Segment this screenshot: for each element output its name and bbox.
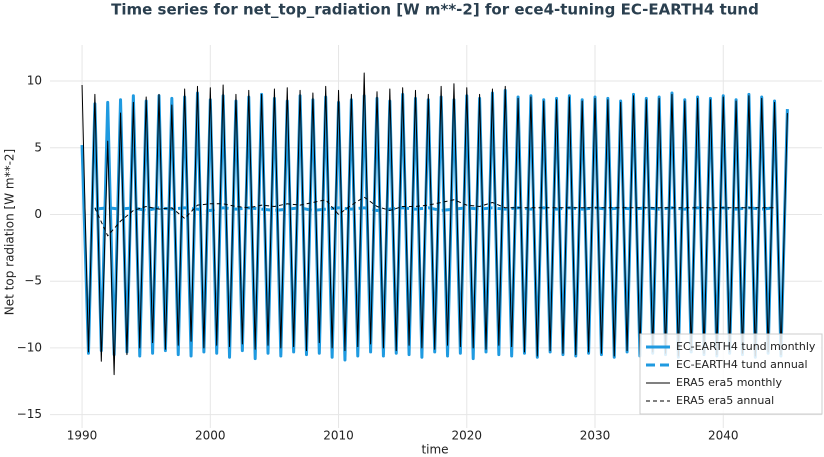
x-tick-label: 2010 [323, 429, 354, 443]
y-tick-label: 5 [34, 140, 42, 154]
chart-title: Time series for net_top_radiation [W m**… [111, 1, 759, 19]
legend: EC-EARTH4 tund monthly EC-EARTH4 tund ann… [639, 333, 823, 415]
legend-label: EC-EARTH4 tund annual [676, 358, 808, 371]
x-tick-label: 2000 [195, 429, 226, 443]
y-tick-label: 0 [34, 207, 42, 221]
legend-box [639, 333, 823, 415]
legend-label: ERA5 era5 monthly [676, 376, 782, 389]
legend-label: ERA5 era5 annual [676, 394, 774, 407]
x-tick-label: 1990 [67, 429, 98, 443]
y-tick-label: 10 [27, 74, 42, 88]
y-tick-label: −15 [17, 407, 42, 421]
x-tick-label: 2020 [452, 429, 483, 443]
legend-label: EC-EARTH4 tund monthly [676, 340, 816, 353]
y-axis-label: Net top radiation [W m**-2] [3, 149, 17, 315]
x-tick-label: 2040 [708, 429, 739, 443]
x-tick-label: 2030 [580, 429, 611, 443]
y-tick-label: −5 [24, 274, 42, 288]
series-line [81, 72, 788, 376]
series-line [94, 196, 775, 237]
x-axis-label: time [421, 443, 448, 457]
series-line [94, 206, 775, 212]
y-tick-label: −10 [17, 340, 42, 354]
